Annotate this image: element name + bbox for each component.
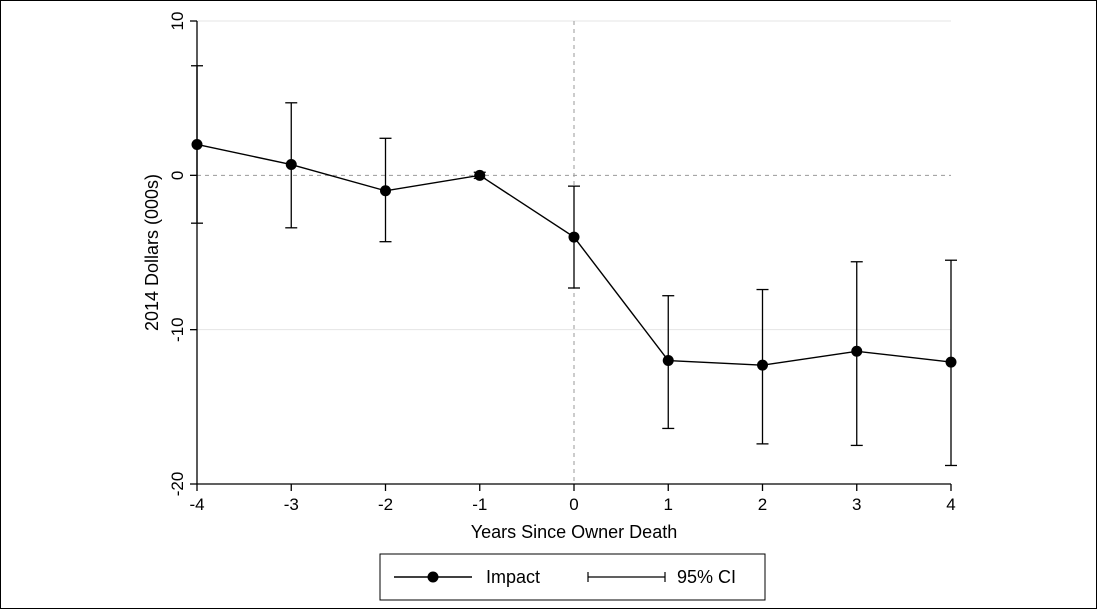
impact-point xyxy=(851,345,863,357)
x-tick-label: 0 xyxy=(569,495,578,514)
y-tick-label: 10 xyxy=(168,12,187,31)
x-tick-label: -1 xyxy=(472,495,487,514)
x-axis-title: Years Since Owner Death xyxy=(471,522,677,542)
ticks: 100-10-20-4 -3 -2 -1 0 1 2 3 4 xyxy=(168,12,956,514)
y-tick-label: -20 xyxy=(168,472,187,497)
impact-point xyxy=(285,159,297,171)
series-layer xyxy=(191,138,957,371)
x-tick-label: 1 xyxy=(664,495,673,514)
impact-point xyxy=(191,138,203,150)
legend-impact-label: Impact xyxy=(486,567,540,587)
legend: Impact 95% CI xyxy=(379,553,766,601)
y-tick-label: 0 xyxy=(168,171,187,180)
impact-point xyxy=(474,169,486,181)
x-tick-label: 4 xyxy=(946,495,955,514)
x-tick-label: 2 xyxy=(758,495,767,514)
y-tick-label: -10 xyxy=(168,317,187,342)
x-tick-label: 3 xyxy=(852,495,861,514)
legend-ci-label: 95% CI xyxy=(677,567,736,587)
reference-lines xyxy=(197,21,951,484)
y-axis-title: 2014 Dollars (000s) xyxy=(142,174,162,331)
x-tick-label: -3 xyxy=(284,495,299,514)
impact-point xyxy=(568,231,580,243)
x-tick-label: -4 xyxy=(189,495,204,514)
impact-point xyxy=(380,185,391,197)
legend-impact-marker-symbol xyxy=(427,571,439,583)
impact-point xyxy=(757,359,768,371)
impact-point xyxy=(662,355,674,367)
x-tick-label: -2 xyxy=(378,495,393,514)
impact-point xyxy=(945,356,957,368)
